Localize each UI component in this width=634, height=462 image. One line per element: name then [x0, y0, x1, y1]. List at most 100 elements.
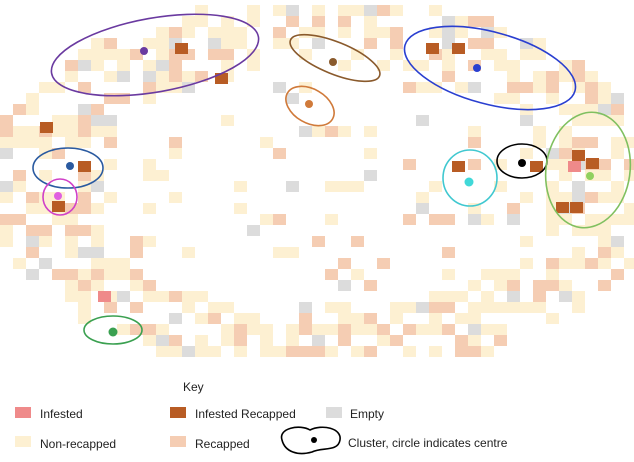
grid-cell [104, 71, 117, 82]
grid-cell [169, 335, 182, 346]
grid-cell [338, 280, 351, 291]
grid-cell [442, 60, 455, 71]
grid-cell [364, 27, 377, 38]
grid-cell [442, 214, 455, 225]
grid-cell [130, 280, 143, 291]
grid-cell [182, 16, 195, 27]
grid-cell [403, 302, 416, 313]
grid-cell [494, 181, 507, 192]
grid-cell [611, 214, 624, 225]
grid-cell [559, 258, 572, 269]
grid-cell [117, 324, 130, 335]
grid-cell [52, 148, 65, 159]
grid-cell [585, 192, 598, 203]
grid-cell [390, 313, 403, 324]
grid-cell [546, 225, 559, 236]
grid-cell [338, 302, 351, 313]
grid-cell [52, 115, 65, 126]
grid-cell [455, 346, 468, 357]
grid-cell [104, 38, 117, 49]
grid-cell [143, 324, 156, 335]
grid-cell [247, 324, 260, 335]
grid-cell [273, 148, 286, 159]
cluster-outline [285, 85, 335, 127]
grid-cell [78, 203, 91, 214]
grid-cell [195, 335, 208, 346]
grid-cell [403, 346, 416, 357]
grid-cell [312, 126, 325, 137]
grid-cell [312, 335, 325, 346]
grid-cell [520, 49, 533, 60]
grid-cell [429, 5, 442, 16]
grid-cell [273, 38, 286, 49]
grid-cell [494, 27, 507, 38]
grid-cell [143, 82, 156, 93]
grid-cell [468, 38, 481, 49]
grid-cell [351, 49, 364, 60]
grid-cell [260, 335, 273, 346]
grid-cell [130, 302, 143, 313]
grid-cell [533, 49, 546, 60]
grid-cell [481, 49, 494, 60]
grid-cell [338, 5, 351, 16]
grid-cell [507, 93, 520, 104]
grid-cell [507, 280, 520, 291]
grid-cell [13, 170, 26, 181]
grid-cell [286, 5, 299, 16]
cluster-outline [32, 147, 104, 189]
grid-cell [390, 335, 403, 346]
grid-cell [65, 291, 78, 302]
grid-cell [208, 49, 221, 60]
grid-cell [533, 38, 546, 49]
grid-cell [52, 269, 65, 280]
grid-cell [351, 324, 364, 335]
grid-cell [533, 71, 546, 82]
grid-cell [351, 346, 364, 357]
grid-cell [481, 16, 494, 27]
grid-cell [455, 335, 468, 346]
grid-cell [247, 49, 260, 60]
grid-cell [546, 71, 559, 82]
grid-cell [533, 82, 546, 93]
grid-cell [546, 148, 559, 159]
grid-cell [221, 324, 234, 335]
grid-cell [455, 291, 468, 302]
grid-cell [286, 247, 299, 258]
grid-cell [585, 258, 598, 269]
grid-cell [286, 181, 299, 192]
grid-cell [325, 302, 338, 313]
grid-cell [0, 137, 13, 148]
grid-cell [78, 192, 91, 203]
grid-cell [208, 27, 221, 38]
grid-cell [416, 60, 429, 71]
grid-cell [494, 280, 507, 291]
grid-cell [598, 236, 611, 247]
grid-cell [559, 159, 572, 170]
grid-cell [585, 137, 598, 148]
grid-cell [143, 71, 156, 82]
grid-cell [598, 93, 611, 104]
grid-cell [572, 71, 585, 82]
grid-cell [26, 247, 39, 258]
clusters [32, 13, 632, 345]
grid-cell [0, 236, 13, 247]
grid-cell [117, 258, 130, 269]
grid-cell [364, 313, 377, 324]
grid-cell [416, 302, 429, 313]
grid-cell [468, 214, 481, 225]
grid-cell [611, 192, 624, 203]
grid-cell [572, 192, 585, 203]
grid-cell [26, 126, 39, 137]
grid-cell [91, 181, 104, 192]
grid-cell [611, 269, 624, 280]
grid-cell [91, 38, 104, 49]
grid-cell [182, 346, 195, 357]
grid-cell [312, 236, 325, 247]
grid-cell [78, 225, 91, 236]
grid-cell [416, 82, 429, 93]
grid-cell [468, 159, 481, 170]
grid-cell [364, 38, 377, 49]
grid-cell [429, 313, 442, 324]
grid-cell [65, 225, 78, 236]
grid-cell [624, 159, 634, 170]
